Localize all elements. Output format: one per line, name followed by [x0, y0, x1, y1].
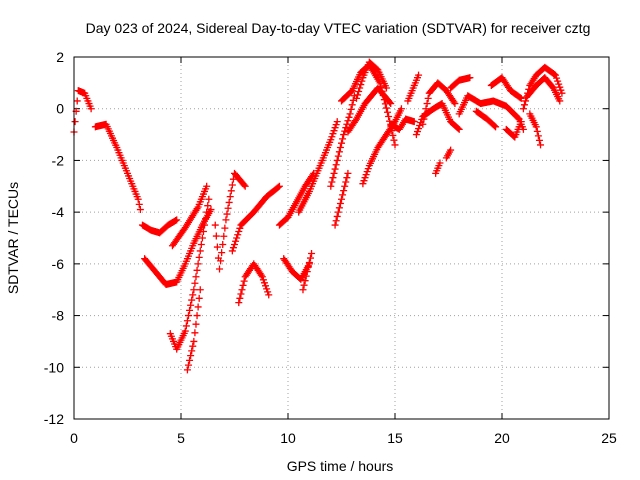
data-track: [168, 182, 211, 250]
data-track: [211, 169, 249, 273]
data-track: [228, 182, 283, 255]
data-track: [327, 92, 358, 190]
data-track: [235, 260, 273, 307]
data-track: [519, 63, 566, 113]
data-track: [487, 74, 525, 102]
data-points: [70, 58, 566, 374]
data-track: [275, 169, 318, 229]
data-track: [387, 115, 418, 133]
data-track: [419, 79, 459, 128]
y-tick-label: -8: [52, 308, 65, 324]
chart-title: Day 023 of 2024, Sidereal Day-to-day VTE…: [86, 20, 591, 36]
data-track: [91, 120, 144, 214]
y-axis-label: SDTVAR / TECUs: [5, 182, 21, 294]
y-tick-label: -12: [44, 411, 64, 427]
data-track: [432, 159, 444, 177]
data-track: [472, 107, 500, 131]
data-track: [331, 169, 352, 229]
grid-lines: [74, 57, 609, 419]
y-tick-label: -2: [52, 152, 65, 168]
data-track: [526, 110, 545, 149]
y-tick-label: -4: [52, 204, 65, 220]
x-tick-label: 25: [601, 430, 617, 446]
data-track: [344, 84, 395, 136]
data-track: [447, 74, 474, 92]
data-track: [404, 71, 423, 105]
y-tick-label: -6: [52, 256, 65, 272]
y-tick-label: -10: [44, 359, 64, 375]
plot-frame: [73, 56, 610, 420]
x-axis-label: GPS time / hours: [287, 458, 394, 474]
data-track: [141, 206, 215, 289]
data-track: [138, 216, 181, 237]
data-track: [299, 250, 316, 294]
y-tick-label: 0: [56, 101, 64, 117]
data-track: [455, 92, 527, 133]
data-track: [502, 118, 525, 141]
x-tick-label: 20: [494, 430, 510, 446]
x-tick-label: 5: [177, 430, 185, 446]
x-tick-label: 10: [280, 430, 296, 446]
data-track: [442, 146, 455, 162]
x-tick-label: 15: [387, 430, 403, 446]
data-track: [295, 118, 341, 216]
x-tick-label: 0: [70, 430, 78, 446]
data-track: [524, 74, 564, 105]
y-tick-label: 2: [56, 49, 64, 65]
data-track: [183, 286, 204, 374]
data-track: [166, 195, 213, 353]
data-track: [359, 105, 405, 188]
